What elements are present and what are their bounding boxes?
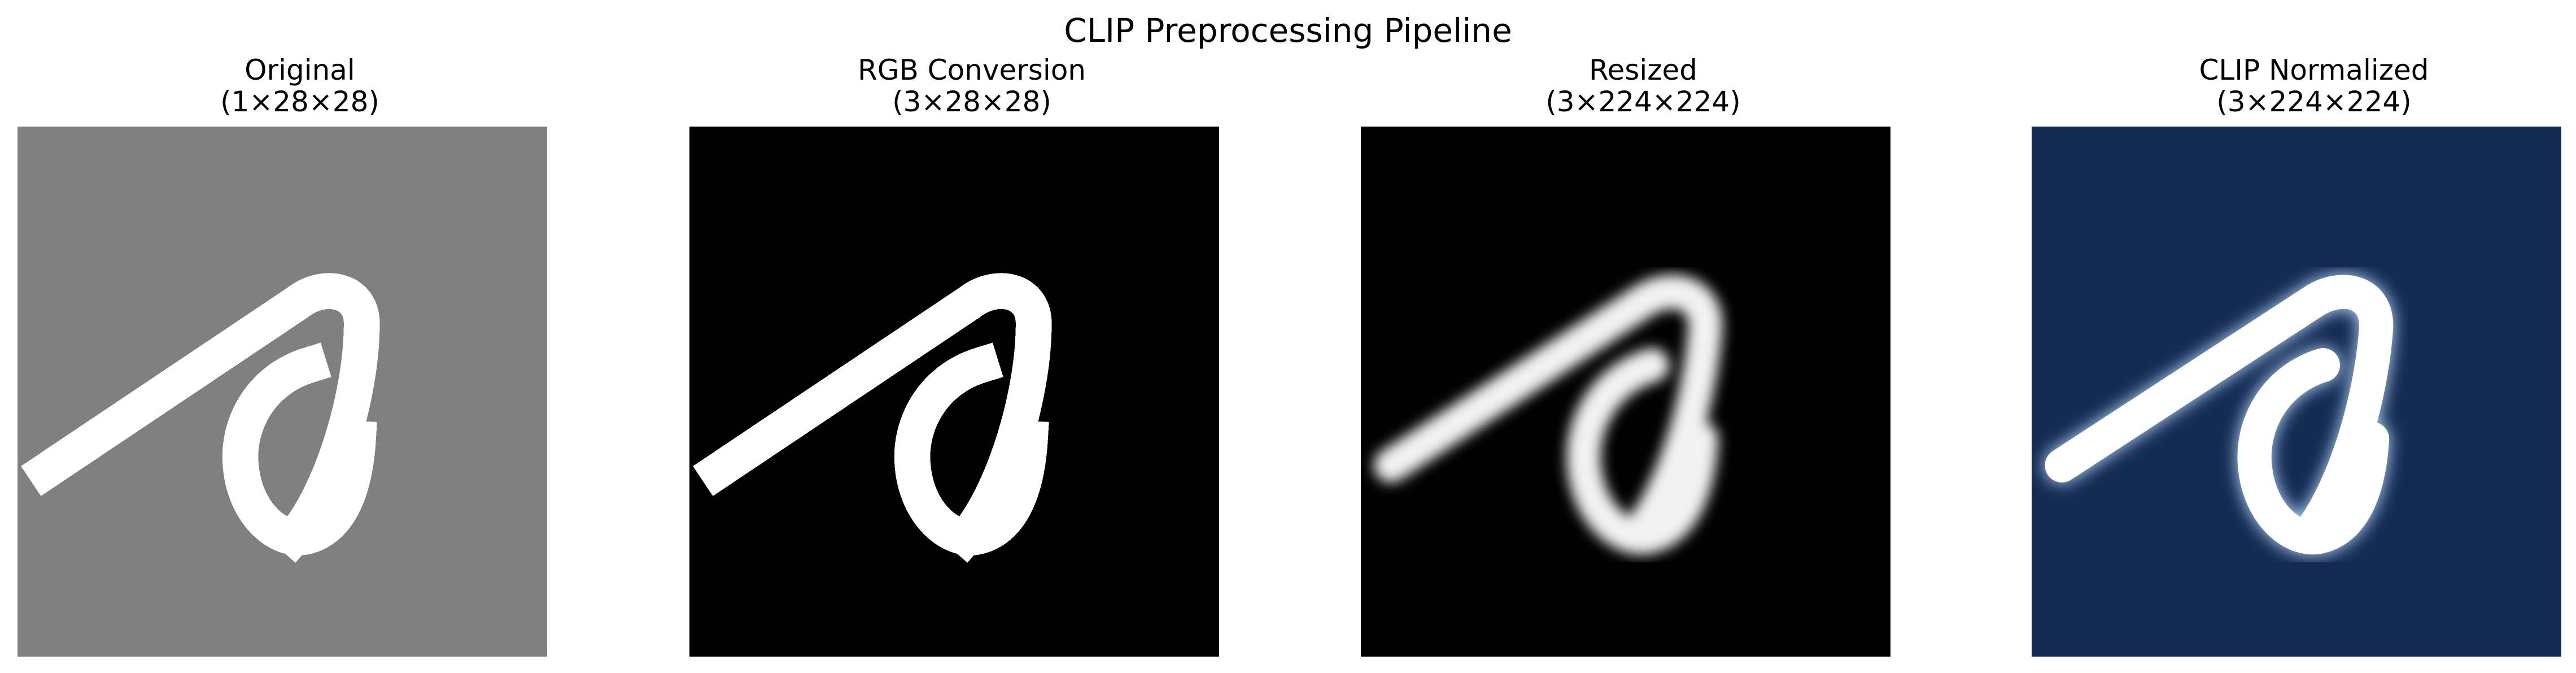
- panel-original-title: Original (1×28×28): [18, 54, 582, 118]
- panel-rgb-label: RGB Conversion: [857, 54, 1086, 86]
- figure-title: CLIP Preprocessing Pipeline: [1064, 11, 1512, 50]
- panel-normalized-title: CLIP Normalized (3×224×224): [2032, 54, 2576, 118]
- panel-resized-shape: (3×224×224): [1545, 85, 1741, 118]
- clip-normalized-image: [2032, 127, 2561, 657]
- rgb-image: [689, 127, 1219, 657]
- panel-normalized-shape: (3×224×224): [2216, 85, 2412, 118]
- panel-original-shape: (1×28×28): [220, 85, 379, 118]
- resized-image: [1361, 127, 1890, 657]
- panel-rgb-title: RGB Conversion (3×28×28): [689, 54, 1254, 118]
- panel-original-label: Original: [244, 54, 355, 86]
- panel-normalized-label: CLIP Normalized: [2199, 54, 2429, 86]
- panel-resized-label: Resized: [1589, 54, 1697, 86]
- panel-rgb-shape: (3×28×28): [892, 85, 1051, 118]
- original-image: [18, 127, 547, 657]
- panel-resized-title: Resized (3×224×224): [1361, 54, 1926, 118]
